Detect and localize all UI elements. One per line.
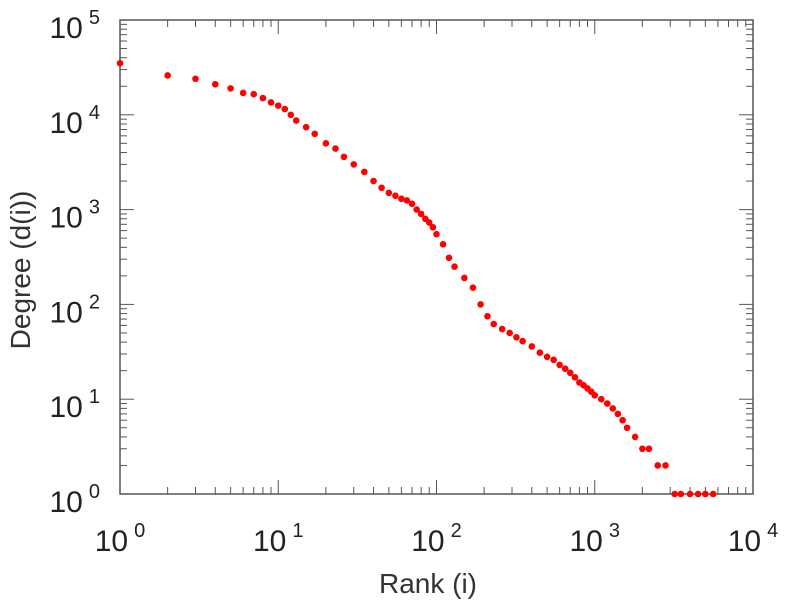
y-tick-label: 10 5 bbox=[50, 7, 101, 45]
data-point bbox=[211, 80, 219, 88]
data-point bbox=[662, 462, 669, 469]
data-point bbox=[614, 410, 622, 418]
x-tick-label: 10 3 bbox=[570, 520, 621, 558]
data-point bbox=[370, 177, 377, 185]
data-point bbox=[536, 349, 544, 356]
data-point bbox=[398, 195, 405, 203]
data-point bbox=[469, 284, 477, 292]
data-point bbox=[417, 210, 425, 218]
data-point bbox=[439, 241, 447, 248]
data-point bbox=[528, 343, 536, 350]
data-point bbox=[550, 356, 557, 364]
data-point bbox=[631, 433, 639, 441]
y-tick-label: 10 0 bbox=[50, 481, 101, 519]
y-axis-title: Degree (d(i)) bbox=[5, 191, 36, 350]
data-point bbox=[274, 102, 282, 109]
data-point bbox=[609, 405, 617, 412]
data-point bbox=[340, 153, 348, 161]
x-tick-label: 10 4 bbox=[728, 520, 779, 558]
data-point bbox=[451, 263, 458, 270]
data-point bbox=[477, 301, 484, 308]
x-tick-label: 10 2 bbox=[411, 520, 462, 558]
data-point bbox=[498, 325, 506, 333]
data-point bbox=[227, 85, 234, 92]
data-point bbox=[259, 94, 267, 102]
plot-frame bbox=[119, 19, 754, 495]
data-point bbox=[591, 391, 599, 399]
data-point bbox=[433, 230, 440, 238]
data-point bbox=[671, 490, 678, 498]
data-point bbox=[239, 89, 247, 97]
data-points bbox=[116, 59, 717, 498]
data-point bbox=[686, 490, 694, 498]
data-point bbox=[267, 99, 275, 106]
data-point bbox=[619, 416, 626, 424]
data-point bbox=[519, 337, 526, 345]
data-point bbox=[623, 424, 631, 432]
data-point bbox=[429, 224, 437, 231]
data-point bbox=[116, 59, 124, 67]
axis-ticks bbox=[119, 20, 753, 495]
data-point bbox=[445, 254, 453, 262]
data-point bbox=[506, 329, 513, 337]
data-point bbox=[311, 130, 319, 138]
data-point bbox=[543, 353, 551, 361]
data-point bbox=[281, 105, 289, 113]
data-point bbox=[598, 395, 605, 403]
data-point bbox=[302, 123, 310, 131]
data-point bbox=[378, 184, 385, 192]
data-point bbox=[654, 462, 662, 469]
data-point bbox=[677, 490, 685, 498]
data-point bbox=[292, 117, 300, 124]
data-point bbox=[287, 111, 295, 119]
data-point bbox=[566, 369, 574, 377]
data-point bbox=[403, 197, 411, 204]
data-point bbox=[709, 490, 717, 498]
data-point bbox=[571, 374, 579, 381]
data-point bbox=[645, 445, 653, 453]
data-point bbox=[250, 90, 258, 98]
data-point bbox=[385, 189, 393, 197]
y-tick-label: 10 2 bbox=[50, 291, 101, 329]
data-point bbox=[425, 219, 433, 226]
data-point bbox=[350, 161, 358, 168]
data-point bbox=[561, 365, 569, 372]
x-axis-title: Rank (i) bbox=[379, 568, 477, 599]
data-point bbox=[332, 145, 339, 152]
data-point bbox=[192, 75, 199, 83]
data-point bbox=[361, 168, 368, 176]
y-tick-label: 10 1 bbox=[50, 386, 101, 424]
data-point bbox=[702, 490, 709, 498]
x-tick-label: 10 1 bbox=[253, 520, 304, 558]
y-tick-label: 10 4 bbox=[50, 102, 101, 140]
data-point bbox=[461, 274, 468, 282]
data-point bbox=[639, 445, 646, 453]
x-tick-labels: 10 0 10 1 10 2 10 3 10 4 bbox=[95, 520, 779, 558]
data-point bbox=[392, 192, 399, 200]
data-point bbox=[556, 361, 563, 369]
y-tick-label: 10 3 bbox=[50, 197, 101, 235]
data-point bbox=[322, 140, 330, 147]
data-point bbox=[694, 490, 702, 498]
data-point bbox=[513, 333, 520, 341]
data-point bbox=[413, 206, 421, 213]
data-point bbox=[164, 72, 171, 79]
data-point bbox=[603, 400, 611, 407]
data-point bbox=[490, 320, 498, 328]
data-point bbox=[484, 312, 491, 320]
x-tick-label: 10 0 bbox=[95, 520, 146, 558]
data-point bbox=[408, 200, 416, 208]
